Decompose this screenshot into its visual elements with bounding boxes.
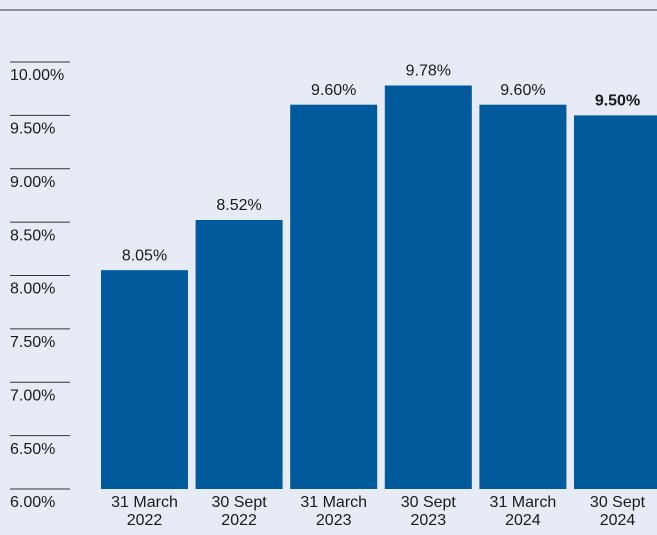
x-tick-label: 30 Sept 2024 [590,494,646,529]
x-tick-line: 2024 [600,512,636,529]
x-tick-line: 30 Sept [401,494,457,511]
x-tick-label: 31 March 2022 [111,494,178,529]
y-tick-label: 6.50% [10,441,55,458]
bar [195,219,283,490]
x-tick-line: 30 Sept [590,494,646,511]
y-tick-label: 6.00% [10,494,55,511]
x-tick-label: 30 Sept 2022 [212,494,268,529]
bar [384,85,472,490]
x-tick-line: 31 March [300,494,367,511]
y-tick-label: 10.00% [10,67,64,84]
x-tick-line: 2022 [221,512,257,529]
value-label: 8.52% [216,197,261,214]
y-tick-label: 8.00% [10,281,55,298]
x-tick-line: 31 March [111,494,178,511]
x-tick-line: 2023 [316,512,352,529]
y-tick-label: 9.00% [10,174,55,191]
y-tick-label: 7.50% [10,334,55,351]
x-tick-line: 2024 [505,512,541,529]
value-label: 8.05% [122,247,167,264]
bar [290,104,378,489]
x-tick-label: 30 Sept 2023 [401,494,457,529]
bar [479,104,567,489]
x-tick-label: 31 March 2024 [490,494,557,529]
bar [101,270,188,489]
value-label: 9.60% [500,82,545,99]
x-tick-line: 31 March [490,494,557,511]
value-label: 9.78% [406,63,451,80]
x-tick-line: 2022 [127,512,163,529]
y-tick-label: 8.50% [10,227,55,244]
x-tick-line: 30 Sept [212,494,268,511]
value-label: 9.60% [311,82,356,99]
y-tick-label: 9.50% [10,121,55,138]
x-tick-label: 31 March 2023 [300,494,367,529]
y-tick-label: 7.00% [10,387,55,404]
bar [574,115,657,489]
value-label: 9.50% [595,93,640,110]
x-tick-line: 2023 [411,512,447,529]
